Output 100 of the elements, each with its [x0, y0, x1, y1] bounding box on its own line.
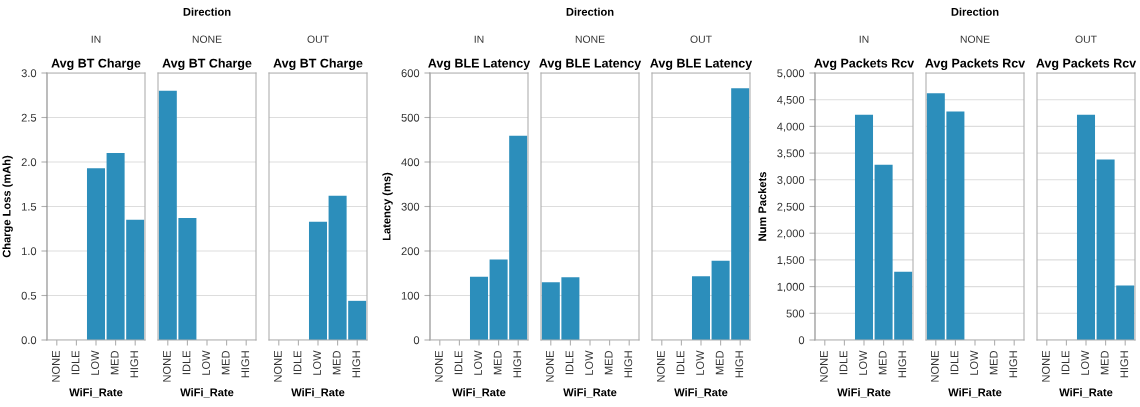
text: Direction — [951, 7, 999, 16]
x-tick-label: IDLE — [182, 350, 191, 375]
x-tick-label: HIGH — [352, 351, 361, 378]
x-tick-label: HIGH — [735, 351, 744, 378]
x-tick-label: NONE — [51, 350, 60, 382]
y-tick-label: 200 — [401, 247, 420, 256]
y-tick-label: 4,500 — [777, 95, 805, 106]
chart-subtitle: NONE — [192, 35, 222, 43]
x-tick-label: MED — [715, 350, 724, 375]
x-tick-label: IDLE — [454, 350, 463, 375]
x-tick-label: MED — [604, 350, 613, 375]
chart-title: Avg BLE Latency — [539, 58, 642, 71]
y-tick-label: 600 — [401, 69, 420, 78]
y-tick-label: 1,000 — [777, 282, 805, 293]
x-tick-label: NONE — [1041, 350, 1050, 382]
y-tick-label: 4,000 — [777, 122, 805, 132]
x-tick-label: LOW — [474, 350, 482, 375]
y-axis-title: Num Packets — [758, 172, 767, 241]
x-tick-label: NONE — [819, 350, 828, 382]
chart-title: Avg BT Charge — [162, 58, 252, 71]
chart-subtitle: NONE — [575, 35, 605, 43]
x-tick-label: HIGH — [1120, 351, 1129, 378]
y-tick-label: 2,000 — [777, 229, 805, 239]
y-tick-label: 500 — [786, 309, 805, 318]
chart-title: Avg BLE Latency — [650, 58, 753, 71]
x-axis-title: WiFi_Rate — [69, 388, 123, 398]
x-tick-label: MED — [878, 350, 887, 375]
chart-subtitle: IN — [859, 35, 869, 43]
bar — [469, 276, 489, 340]
x-tick-label: IDLE — [676, 350, 685, 375]
chart-title: Avg BT Charge — [273, 58, 363, 71]
y-tick-label: 2,500 — [777, 202, 805, 212]
x-axis-title: WiFi_Rate — [452, 388, 506, 398]
y-tick-label: 2.5 — [21, 113, 37, 122]
x-tick-label: HIGH — [624, 351, 633, 378]
x-tick-label: NONE — [273, 350, 282, 382]
text: Direction — [566, 7, 614, 16]
x-tick-label: HIGH — [898, 351, 907, 378]
x-tick-label: NONE — [545, 350, 554, 382]
x-tick-label: LOW — [91, 350, 99, 375]
x-tick-label: IDLE — [293, 350, 302, 375]
x-tick-label: IDLE — [565, 350, 574, 375]
x-tick-label: MED — [493, 350, 502, 375]
x-axis-title: WiFi_Rate — [948, 388, 1002, 398]
x-tick-label: IDLE — [950, 350, 959, 375]
chart-title: Avg BT Charge — [51, 58, 141, 71]
x-tick-label: NONE — [434, 350, 443, 382]
chart-title: Avg Packets Rcv — [1036, 58, 1137, 71]
y-tick-label: 0 — [413, 336, 420, 345]
x-axis-title: WiFi_Rate — [180, 388, 234, 398]
y-tick-label: 100 — [401, 291, 420, 300]
x-tick-label: LOW — [313, 350, 321, 375]
x-tick-label: LOW — [1081, 350, 1089, 375]
bar — [86, 168, 106, 340]
x-axis-title: WiFi_Rate — [1059, 388, 1113, 398]
y-tick-label: 1,500 — [777, 256, 805, 266]
x-tick-label: LOW — [202, 350, 210, 375]
y-axis-title: Charge Loss (mAh) — [2, 155, 13, 258]
y-tick-label: 500 — [401, 113, 420, 122]
chart-subtitle: OUT — [307, 35, 329, 43]
x-tick-label: MED — [989, 350, 998, 375]
x-axis-title: WiFi_Rate — [291, 388, 345, 398]
y-tick-label: 0.0 — [21, 336, 37, 345]
x-tick-label: MED — [1100, 350, 1109, 375]
y-tick-label: 400 — [401, 158, 420, 167]
x-tick-label: HIGH — [513, 351, 522, 378]
y-tick-label: 0.5 — [21, 291, 37, 300]
chart-title: Avg Packets Rcv — [814, 58, 915, 71]
chart-subtitle: OUT — [690, 35, 712, 43]
y-tick-label: 3,000 — [777, 176, 805, 186]
y-tick-label: 3.0 — [21, 69, 37, 78]
x-tick-label: MED — [110, 350, 119, 375]
x-axis-title: WiFi_Rate — [674, 388, 728, 398]
chart-subtitle: OUT — [1075, 35, 1097, 43]
x-tick-label: NONE — [162, 350, 171, 382]
chart-title: Avg Packets Rcv — [925, 58, 1026, 71]
x-tick-label: IDLE — [71, 350, 80, 375]
x-tick-label: IDLE — [1061, 350, 1070, 375]
x-tick-label: IDLE — [839, 350, 848, 375]
x-tick-label: NONE — [930, 350, 939, 382]
y-tick-label: 0 — [798, 336, 805, 345]
x-tick-label: LOW — [970, 350, 978, 375]
x-tick-label: MED — [221, 350, 230, 375]
x-tick-label: MED — [332, 350, 341, 375]
chart-subtitle: NONE — [960, 35, 990, 43]
chart-subtitle: IN — [474, 35, 484, 43]
y-tick-label: 1.5 — [21, 202, 37, 211]
x-tick-label: NONE — [656, 350, 665, 382]
bar — [854, 114, 874, 340]
x-tick-label: HIGH — [241, 351, 250, 378]
y-tick-label: 1.0 — [21, 247, 37, 256]
y-tick-label: 2.0 — [21, 158, 37, 167]
x-tick-label: HIGH — [1009, 351, 1018, 378]
x-tick-label: LOW — [585, 350, 593, 375]
text: Direction — [183, 7, 231, 16]
y-tick-label: 3,500 — [777, 149, 805, 159]
chart-title: Avg BLE Latency — [428, 58, 531, 71]
x-tick-label: HIGH — [130, 351, 139, 378]
y-tick-label: 5,000 — [777, 69, 805, 79]
y-tick-label: 300 — [401, 202, 420, 211]
